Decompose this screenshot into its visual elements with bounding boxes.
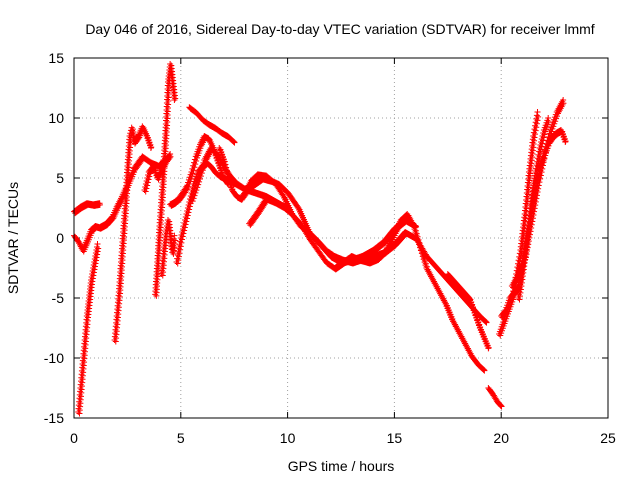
data-series bbox=[216, 145, 490, 326]
data-markers bbox=[152, 61, 179, 299]
data-markers bbox=[186, 104, 238, 146]
data-series bbox=[496, 109, 542, 339]
data-markers bbox=[111, 123, 155, 345]
data-markers bbox=[246, 195, 488, 374]
chart-title: Day 046 of 2016, Sidereal Day-to-day VTE… bbox=[85, 21, 594, 37]
y-tick-labels: 15 10 5 0 -5 -10 -15 bbox=[44, 50, 64, 426]
data-markers bbox=[515, 115, 552, 303]
data-series bbox=[158, 217, 179, 279]
x-tick-label: 20 bbox=[493, 430, 509, 446]
y-tick-label: -15 bbox=[44, 410, 64, 426]
y-tick-label: 10 bbox=[48, 110, 64, 126]
data-series bbox=[152, 61, 179, 299]
y-tick-label: -5 bbox=[52, 290, 65, 306]
data-markers bbox=[496, 109, 542, 339]
x-tick-label: 25 bbox=[600, 430, 616, 446]
data-markers bbox=[485, 385, 505, 410]
data-series bbox=[75, 241, 102, 417]
data-series bbox=[485, 385, 505, 410]
data-points bbox=[71, 61, 569, 417]
y-axis-label: SDTVAR / TECUs bbox=[5, 182, 21, 294]
data-markers bbox=[75, 241, 102, 417]
y-tick-label: -10 bbox=[44, 350, 64, 366]
y-tick-label: 15 bbox=[48, 50, 64, 66]
data-series bbox=[444, 271, 492, 352]
data-series bbox=[71, 200, 103, 217]
x-tick-labels: 0 5 10 15 20 25 bbox=[70, 430, 616, 446]
x-tick-label: 5 bbox=[177, 430, 185, 446]
data-markers bbox=[444, 271, 492, 352]
x-tick-label: 15 bbox=[387, 430, 403, 446]
data-series bbox=[111, 123, 155, 345]
data-series bbox=[515, 115, 552, 303]
data-markers bbox=[158, 217, 179, 279]
x-tick-label: 10 bbox=[280, 430, 296, 446]
data-series bbox=[246, 195, 488, 374]
data-series bbox=[186, 104, 238, 146]
x-axis-label: GPS time / hours bbox=[288, 458, 395, 474]
data-markers bbox=[216, 145, 490, 326]
x-tick-label: 0 bbox=[70, 430, 78, 446]
data-markers bbox=[71, 200, 103, 217]
plot-frame bbox=[73, 57, 609, 419]
y-tick-label: 0 bbox=[56, 230, 64, 246]
y-tick-label: 5 bbox=[56, 170, 64, 186]
